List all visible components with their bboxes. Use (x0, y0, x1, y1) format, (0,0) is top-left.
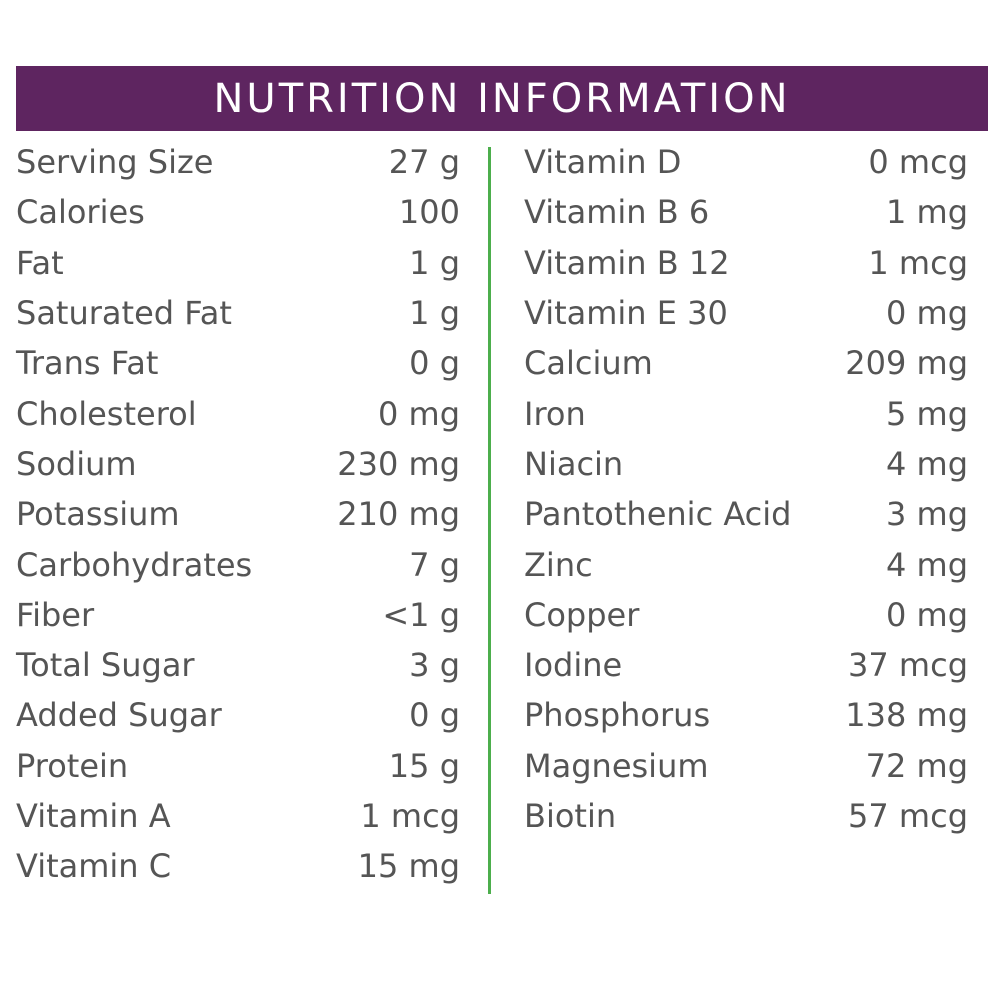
nutrient-list-right: Vitamin D 0 mcg Vitamin B 6 1 mg Vitamin B… (524, 137, 968, 841)
nutrient-value: 0 g (409, 344, 460, 383)
nutrient-label: Calories (16, 193, 145, 232)
nutrient-label: Vitamin D (524, 143, 682, 182)
nutrient-label: Iodine (524, 646, 623, 685)
nutrient-value: 72 mg (865, 746, 968, 785)
nutrient-label: Added Sugar (16, 696, 222, 735)
nutrient-row: Biotin 57 mcg (524, 791, 968, 841)
nutrient-row: Iodine 37 mcg (524, 640, 968, 690)
nutrient-value: 15 g (388, 746, 460, 785)
nutrient-row: Iron 5 mg (524, 388, 968, 438)
nutrient-row: Pantothenic Acid 3 mg (524, 489, 968, 539)
nutrient-row: Fat 1 g (16, 238, 460, 288)
nutrient-row: Vitamin B 6 1 mg (524, 187, 968, 237)
nutrient-row: Fiber <1 g (16, 590, 460, 640)
nutrient-label: Fiber (16, 595, 95, 634)
nutrient-value: 15 mg (357, 847, 460, 886)
nutrient-label: Vitamin B 6 (524, 193, 710, 232)
nutrient-label: Sodium (16, 444, 137, 483)
nutrient-value: 138 mg (845, 696, 968, 735)
nutrient-label: Calcium (524, 344, 653, 383)
nutrient-row: Zinc 4 mg (524, 539, 968, 589)
nutrient-label: Fat (16, 243, 64, 282)
nutrient-value: 1 g (409, 294, 460, 333)
nutrient-value: 1 g (409, 243, 460, 282)
nutrient-value: 0 g (409, 696, 460, 735)
nutrient-row: Vitamin E 30 0 mg (524, 288, 968, 338)
nutrient-label: Biotin (524, 797, 617, 835)
nutrient-label: Protein (16, 746, 129, 785)
nutrient-row: Potassium 210 mg (16, 489, 460, 539)
nutrient-row: Sodium 230 mg (16, 439, 460, 489)
nutrient-label: Saturated Fat (16, 294, 232, 333)
nutrient-value: 37 mcg (848, 646, 968, 685)
nutrient-value: 230 mg (337, 444, 460, 483)
nutrient-value: 57 mcg (848, 797, 968, 835)
nutrient-row: Niacin 4 mg (524, 439, 968, 489)
nutrient-label: Total Sugar (16, 646, 195, 685)
nutrient-row: Total Sugar 3 g (16, 640, 460, 690)
nutrient-row: Phosphorus 138 mg (524, 690, 968, 740)
nutrient-list-left: Serving Size 27 g Calories 100 Fat 1 g Satu… (16, 137, 460, 891)
nutrient-row: Vitamin C 15 mg (16, 841, 460, 891)
nutrient-row: Copper 0 mg (524, 590, 968, 640)
nutrient-value: 1 mcg (868, 243, 968, 282)
nutrient-label: Vitamin A (16, 797, 171, 835)
nutrient-row: Vitamin B 12 1 mcg (524, 238, 968, 288)
nutrient-label: Copper (524, 595, 640, 634)
nutrient-row: Carbohydrates 7 g (16, 539, 460, 589)
nutrient-label: Potassium (16, 495, 180, 534)
column-divider (488, 147, 491, 894)
nutrient-row: Serving Size 27 g (16, 137, 460, 187)
nutrient-value: 0 mg (885, 294, 968, 333)
nutrient-value: 1 mcg (360, 797, 460, 835)
nutrient-row: Vitamin D 0 mcg (524, 137, 968, 187)
nutrient-value: 209 mg (845, 344, 968, 383)
nutrient-value: 3 mg (885, 495, 968, 534)
nutrient-row: Cholesterol 0 mg (16, 388, 460, 438)
nutrient-value: 27 g (388, 143, 460, 182)
nutrient-value: 3 g (409, 646, 460, 685)
nutrient-value: 7 g (409, 545, 460, 584)
nutrient-label: Serving Size (16, 143, 214, 182)
nutrient-row: Calories 100 (16, 187, 460, 237)
nutrient-row: Vitamin A 1 mcg (16, 791, 460, 841)
nutrient-value: 100 (398, 193, 460, 232)
nutrient-value: 210 mg (337, 495, 460, 534)
nutrient-label: Vitamin E 30 (524, 294, 728, 333)
nutrient-label: Vitamin B 12 (524, 243, 730, 282)
nutrient-value: 4 mg (885, 545, 968, 584)
nutrient-label: Trans Fat (16, 344, 159, 383)
nutrient-value: 0 mcg (868, 143, 968, 182)
nutrient-label: Carbohydrates (16, 545, 253, 584)
nutrient-label: Zinc (524, 545, 593, 584)
nutrient-label: Phosphorus (524, 696, 711, 735)
nutrient-row: Calcium 209 mg (524, 338, 968, 388)
nutrient-label: Magnesium (524, 746, 709, 785)
nutrient-row: Added Sugar 0 g (16, 690, 460, 740)
nutrient-row: Protein 15 g (16, 741, 460, 791)
nutrient-label: Pantothenic Acid (524, 495, 792, 534)
nutrition-header: NUTRITION INFORMATION (16, 66, 988, 131)
nutrient-row: Magnesium 72 mg (524, 741, 968, 791)
nutrient-label: Niacin (524, 444, 624, 483)
nutrient-label: Iron (524, 394, 586, 433)
nutrient-value: <1 g (382, 595, 460, 634)
nutrient-row: Saturated Fat 1 g (16, 288, 460, 338)
nutrient-label: Cholesterol (16, 394, 197, 433)
nutrient-row: Trans Fat 0 g (16, 338, 460, 388)
nutrient-value: 0 mg (885, 595, 968, 634)
page-title: NUTRITION INFORMATION (213, 75, 791, 122)
nutrient-label: Vitamin C (16, 847, 172, 886)
nutrient-value: 5 mg (885, 394, 968, 433)
nutrient-value: 1 mg (885, 193, 968, 232)
nutrient-value: 4 mg (885, 444, 968, 483)
nutrient-value: 0 mg (377, 394, 460, 433)
